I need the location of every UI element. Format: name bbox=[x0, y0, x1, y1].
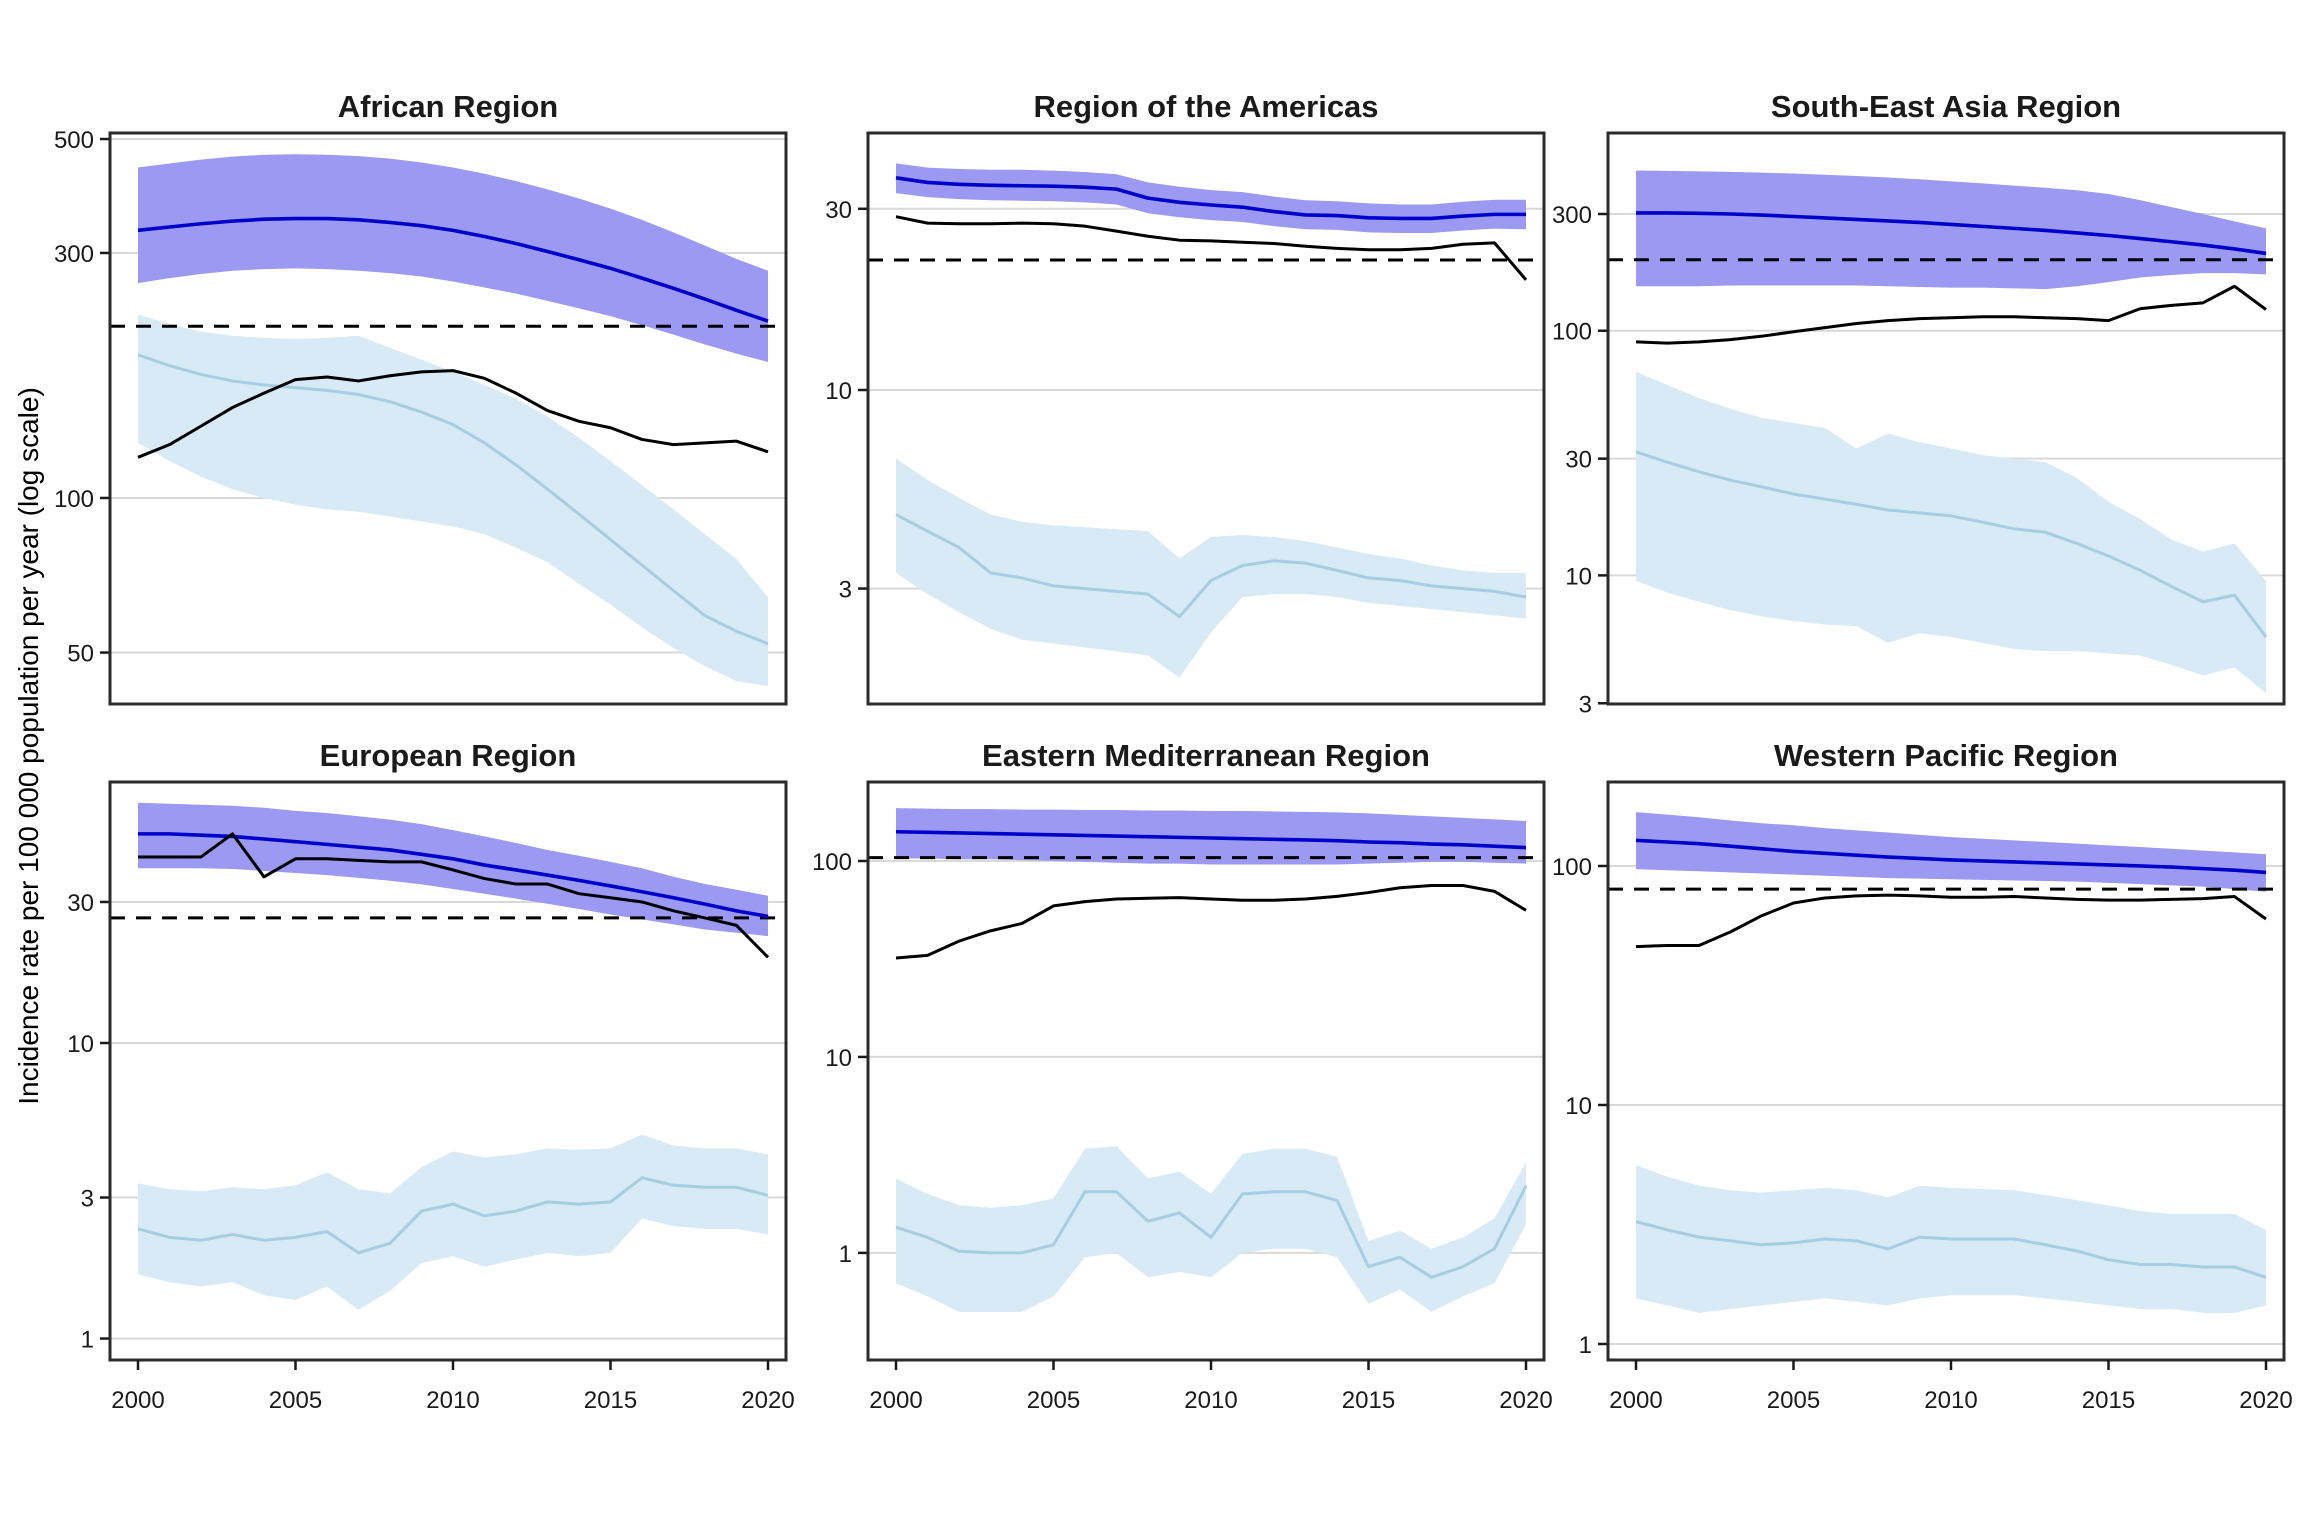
y-tick-label: 1 bbox=[81, 1327, 94, 1354]
y-tick-label: 1 bbox=[1579, 1332, 1592, 1359]
black-line bbox=[138, 832, 770, 959]
x-tick-label: 2020 bbox=[2239, 1387, 2292, 1414]
y-axis-label: Incidence rate per 100 000 population pe… bbox=[13, 387, 44, 1105]
y-tick-label: 3 bbox=[81, 1186, 94, 1213]
y-tick-label: 30 bbox=[825, 197, 852, 224]
y-tick-label: 100 bbox=[54, 486, 94, 513]
light-blue-line bbox=[1635, 450, 2268, 638]
x-tick-label: 2000 bbox=[869, 1387, 922, 1414]
x-tick-label: 2015 bbox=[1342, 1387, 1395, 1414]
light-blue-uncertainty-ribbon bbox=[1636, 371, 2266, 694]
estimate-line bbox=[895, 829, 1527, 850]
y-tick-label: 3 bbox=[1579, 691, 1592, 718]
light-blue-uncertainty-ribbon bbox=[138, 1134, 768, 1310]
x-tick-label: 2010 bbox=[426, 1387, 479, 1414]
x-tick-label: 2020 bbox=[1499, 1387, 1552, 1414]
x-tick-label: 2015 bbox=[2082, 1387, 2135, 1414]
light-blue-uncertainty-ribbon bbox=[896, 458, 1526, 678]
panel-region-of-the-americas: 30 10 3 Region of the Americas bbox=[825, 89, 1546, 706]
panel-european-region: 30 10 3 1 2000 2005 2010 2015 2020 European Regio… bbox=[67, 738, 794, 1414]
y-tick-label: 100 bbox=[1552, 854, 1592, 881]
panel-border bbox=[1606, 131, 2286, 706]
y-tick-label: 300 bbox=[54, 241, 94, 268]
y-tick-label: 10 bbox=[1565, 1093, 1592, 1120]
black-line bbox=[137, 369, 769, 459]
y-tick-label: 10 bbox=[825, 1045, 852, 1072]
light-blue-line bbox=[895, 1185, 1528, 1279]
estimate-line bbox=[1635, 838, 2267, 875]
panel-title: European Region bbox=[320, 738, 577, 773]
panel-title: South-East Asia Region bbox=[1771, 89, 2121, 124]
y-tick-label: 30 bbox=[67, 890, 94, 917]
y-tick-label: 1 bbox=[839, 1241, 852, 1268]
y-tick-label: 10 bbox=[67, 1031, 94, 1058]
panel-south-east-asia-region: 300 100 30 10 3 South-East Asia Region bbox=[1552, 89, 2286, 718]
y-tick-label: 30 bbox=[1565, 447, 1592, 474]
x-tick-label: 2005 bbox=[1767, 1387, 1820, 1414]
black-line bbox=[1635, 893, 2267, 949]
y-tick-label: 50 bbox=[67, 641, 94, 668]
light-blue-line bbox=[895, 513, 1527, 619]
x-tick-label: 2010 bbox=[1184, 1387, 1237, 1414]
x-tick-label: 2015 bbox=[584, 1387, 637, 1414]
panel-eastern-mediterranean-region: 100 10 1 2000 2005 2010 2015 2020 Eastern Medite… bbox=[812, 738, 1553, 1414]
x-tick-label: 2000 bbox=[1609, 1387, 1662, 1414]
panel-western-pacific-region: 100 10 1 2000 2005 2010 2015 2020 Western Pacifi… bbox=[1552, 738, 2293, 1414]
panel-african-region: 500 300 100 50 African Region bbox=[54, 89, 788, 706]
panel-title: African Region bbox=[338, 89, 558, 124]
x-tick-label: 2005 bbox=[1027, 1387, 1080, 1414]
panel-title: Western Pacific Region bbox=[1774, 738, 2118, 773]
light-blue-uncertainty-ribbon bbox=[138, 314, 768, 687]
x-tick-label: 2010 bbox=[1924, 1387, 1977, 1414]
y-tick-label: 10 bbox=[1565, 563, 1592, 590]
y-tick-label: 500 bbox=[54, 127, 94, 154]
light-blue-uncertainty-ribbon bbox=[896, 1146, 1526, 1312]
panel-border bbox=[108, 780, 788, 1362]
panel-title: Region of the Americas bbox=[1033, 89, 1378, 124]
panel-border bbox=[1606, 780, 2286, 1362]
x-tick-label: 2020 bbox=[741, 1387, 794, 1414]
panel-border bbox=[866, 131, 1546, 706]
estimate-uncertainty-ribbon bbox=[138, 154, 768, 362]
x-tick-label: 2005 bbox=[269, 1387, 322, 1414]
panel-border bbox=[108, 131, 788, 706]
estimate-line bbox=[895, 176, 1526, 221]
black-line bbox=[1635, 284, 2267, 345]
y-tick-label: 100 bbox=[812, 849, 852, 876]
estimate-uncertainty-ribbon bbox=[896, 163, 1526, 234]
estimate-line bbox=[1636, 211, 2267, 256]
y-tick-label: 10 bbox=[825, 378, 852, 405]
x-tick-label: 2000 bbox=[111, 1387, 164, 1414]
black-line bbox=[895, 215, 1528, 281]
y-tick-label: 300 bbox=[1552, 202, 1592, 229]
estimate-uncertainty-ribbon bbox=[1636, 170, 2266, 290]
estimate-uncertainty-ribbon bbox=[1636, 812, 2266, 892]
black-line bbox=[895, 883, 1527, 960]
panel-title: Eastern Mediterranean Region bbox=[982, 738, 1430, 773]
y-tick-label: 100 bbox=[1552, 319, 1592, 346]
estimate-line bbox=[138, 832, 769, 919]
y-tick-label: 3 bbox=[839, 577, 852, 604]
panel-border bbox=[866, 780, 1546, 1362]
estimate-line bbox=[137, 216, 769, 323]
light-blue-line bbox=[137, 353, 769, 646]
light-blue-line bbox=[137, 1176, 769, 1255]
light-blue-line bbox=[1635, 1220, 2267, 1279]
